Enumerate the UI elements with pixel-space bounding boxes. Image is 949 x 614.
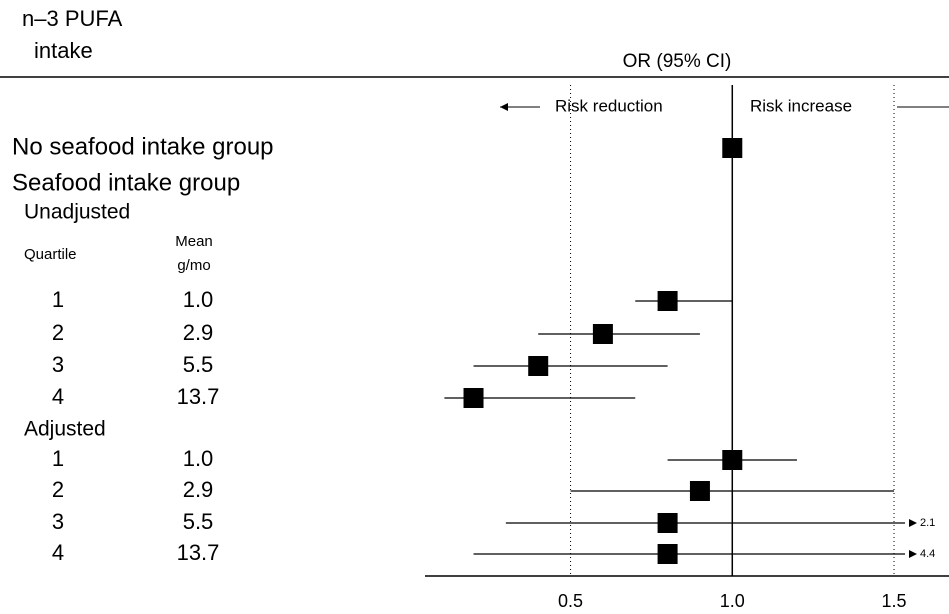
mean-intake: 2.9 — [183, 320, 214, 345]
arrow-head — [500, 103, 508, 111]
ci-upper-label: 2.1 — [920, 517, 935, 529]
x-tick-label: 0.5 — [558, 591, 583, 611]
column-header: Mean — [175, 233, 213, 250]
quartile: 4 — [52, 540, 64, 565]
odds-ratio — [657, 513, 678, 533]
ci-arrow — [909, 519, 917, 527]
quartile: 4 — [52, 384, 64, 409]
mean-intake: 5.5 — [183, 352, 214, 377]
quartile: 1 — [52, 287, 64, 312]
odds-ratio — [657, 544, 678, 564]
title-line: n–3 PUFA — [22, 6, 123, 31]
odds-ratio — [689, 481, 710, 501]
odds-ratio — [722, 450, 743, 470]
odds-ratio — [657, 291, 678, 311]
row-label: Adjusted — [24, 418, 106, 441]
mean-intake: 1.0 — [183, 446, 214, 471]
ci-upper-label: 4.4 — [920, 548, 935, 560]
x-tick-label: 1.0 — [720, 591, 745, 611]
mean-intake: 5.5 — [183, 509, 214, 534]
row-label: No seafood intake group — [12, 133, 274, 160]
odds-ratio — [528, 356, 549, 376]
odds-ratio — [592, 324, 613, 344]
direction-label: Risk reduction — [555, 96, 663, 115]
mean-intake: 13.7 — [177, 540, 220, 565]
odds-ratio — [463, 388, 484, 408]
mean-intake: 1.0 — [183, 287, 214, 312]
row-label: Seafood intake group — [12, 169, 240, 196]
mean-intake: 2.9 — [183, 477, 214, 502]
title-line: intake — [34, 38, 93, 63]
mean-intake: 13.7 — [177, 384, 220, 409]
column-header: g/mo — [177, 257, 210, 274]
x-tick-label: 1.5 — [881, 591, 906, 611]
row-label: Unadjusted — [24, 201, 130, 224]
column-header: Quartile — [24, 246, 77, 263]
quartile: 1 — [52, 446, 64, 471]
ci-arrow — [909, 550, 917, 558]
quartile: 2 — [52, 320, 64, 345]
quartile: 2 — [52, 477, 64, 502]
x-label: OR (95% CI) — [623, 51, 732, 72]
quartile: 3 — [52, 509, 64, 534]
quartile: 3 — [52, 352, 64, 377]
direction-label: Risk increase — [750, 96, 852, 115]
odds-ratio — [722, 138, 743, 158]
